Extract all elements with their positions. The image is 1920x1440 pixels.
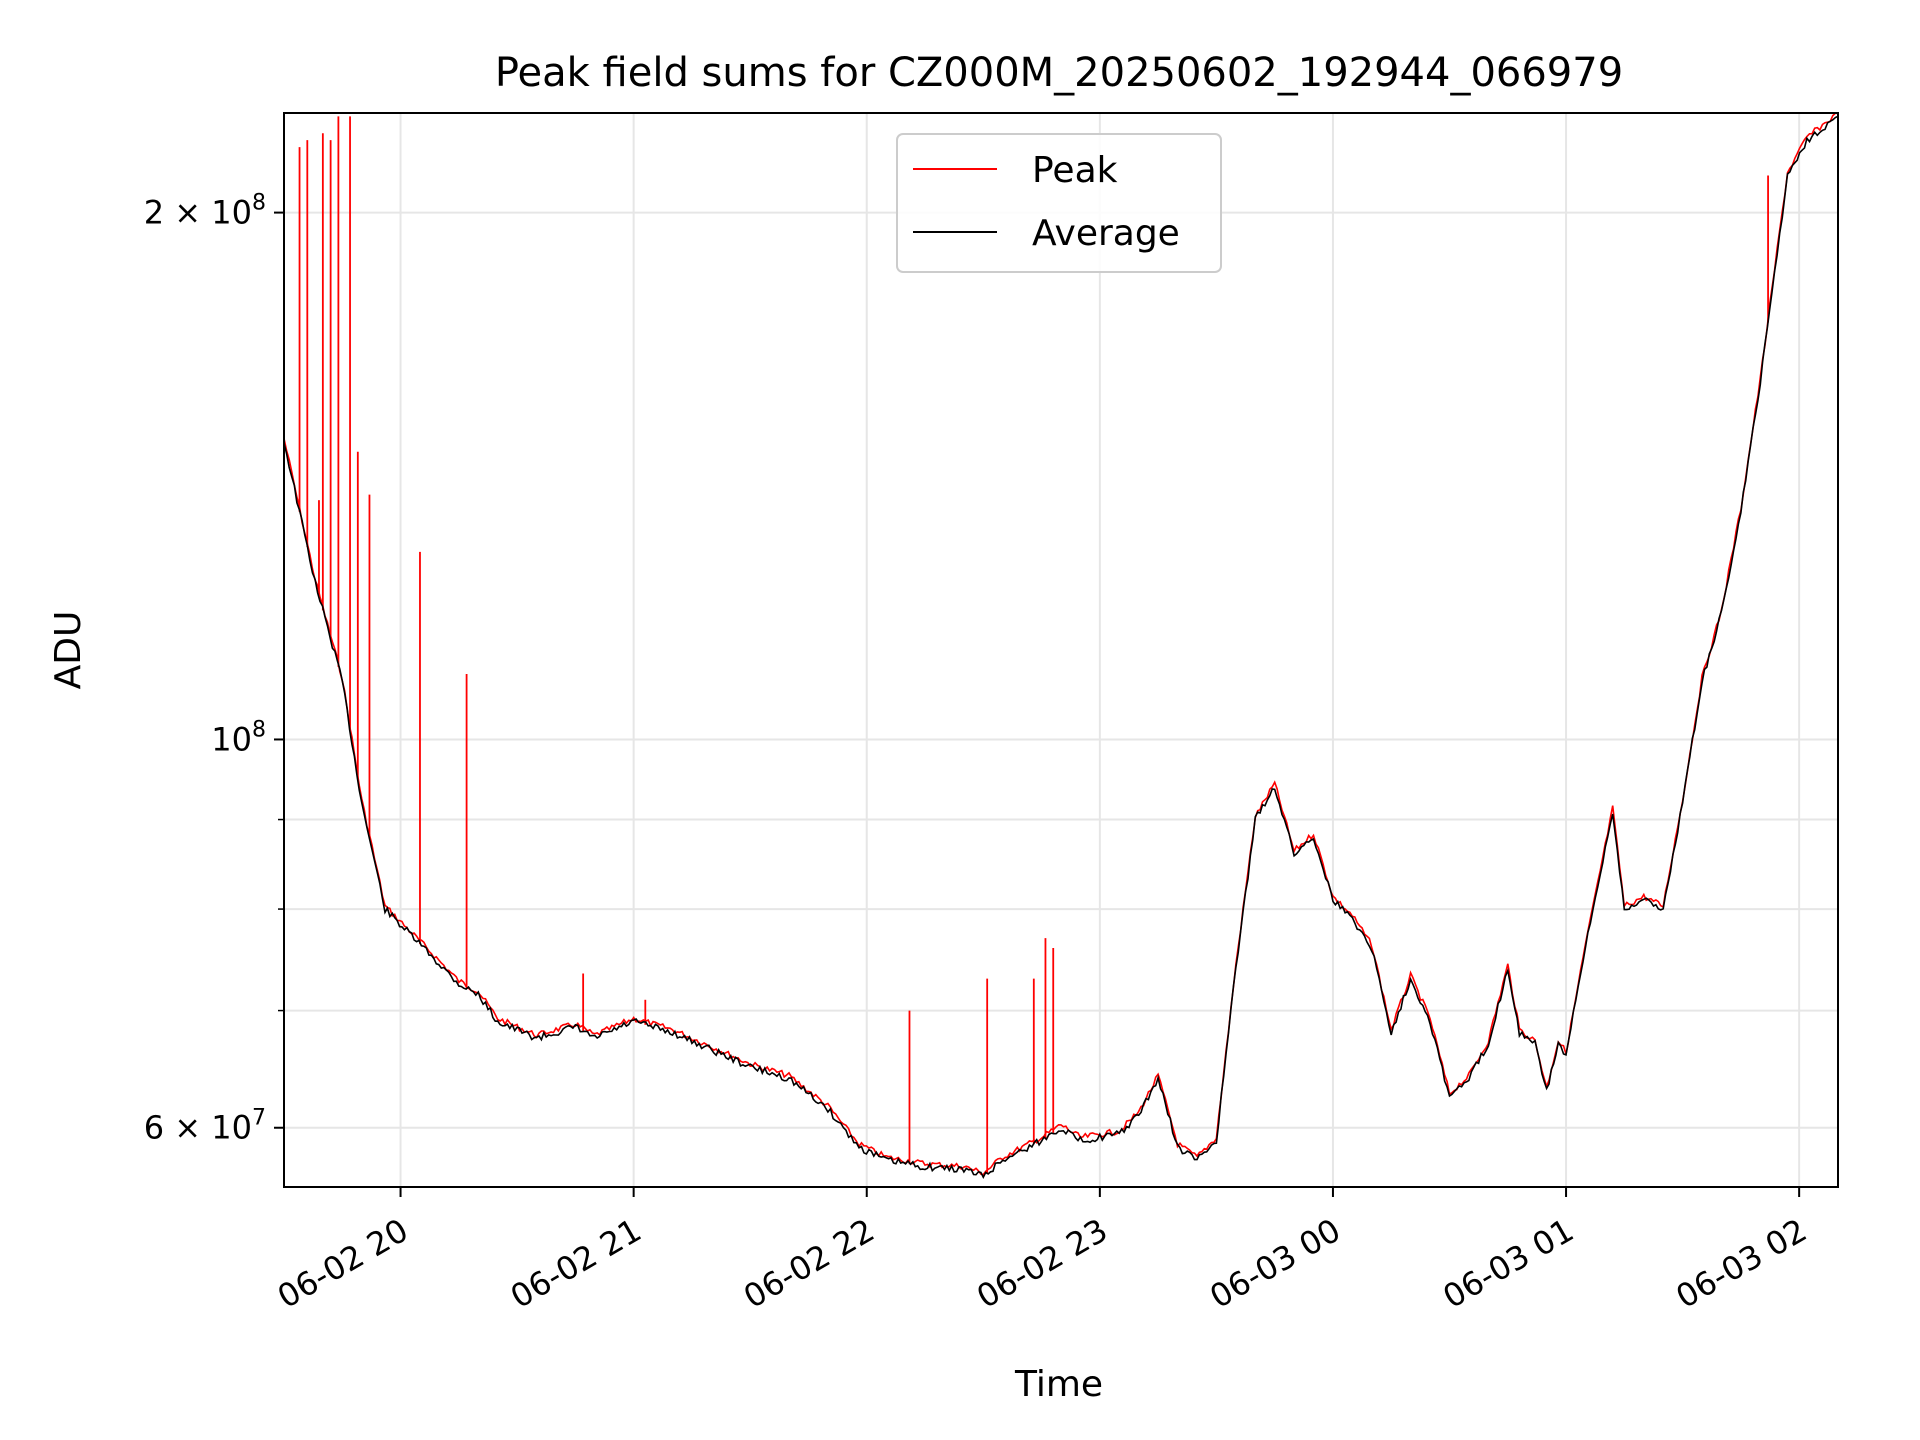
plot-frame [283, 112, 1839, 1188]
y-tick-label: 108 [211, 717, 266, 758]
chart-title: Peak field sums for CZ000M_20250602_1929… [495, 50, 1623, 96]
y-axis-label: ADU [48, 611, 89, 690]
y-axis: 6 × 107 108 2 × 108 [144, 191, 284, 1147]
legend-peak-label: Peak [1032, 150, 1118, 191]
x-axis-label: Time [1014, 1364, 1103, 1405]
grid [284, 113, 1838, 1187]
y-tick-label: 6 × 107 [144, 1106, 266, 1147]
legend-average-label: Average [1032, 213, 1180, 254]
legend: Peak Average [896, 133, 1222, 273]
y-tick-label: 2 × 108 [144, 191, 266, 232]
series-average-line [283, 115, 1839, 1179]
